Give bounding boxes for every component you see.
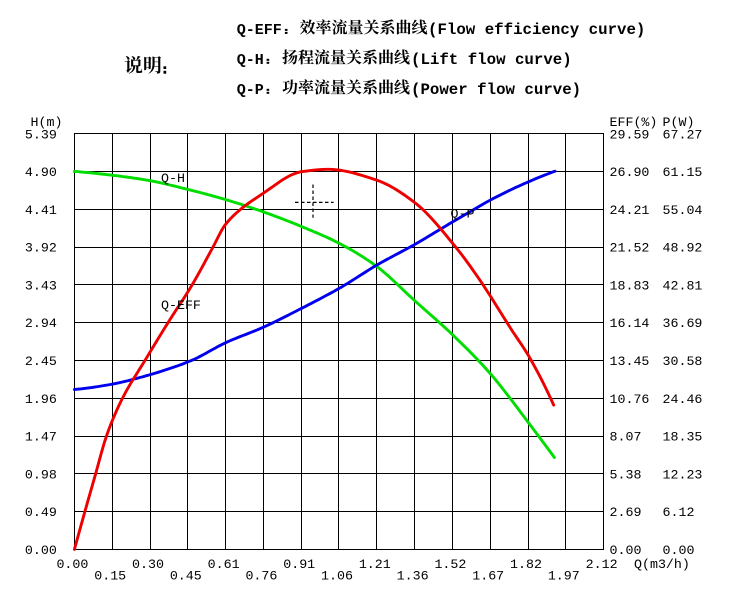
svg-text:24.46: 24.46 (663, 392, 703, 407)
svg-text:1.67: 1.67 (472, 568, 504, 583)
svg-text:EFF(%): EFF(%) (610, 115, 658, 130)
svg-text:1.21: 1.21 (359, 557, 391, 572)
svg-text:0.45: 0.45 (170, 568, 202, 583)
svg-text:Q(m3/h): Q(m3/h) (634, 557, 690, 572)
svg-text:5.38: 5.38 (610, 467, 642, 482)
svg-text:Q-EFF: Q-EFF (161, 298, 201, 313)
svg-text:48.92: 48.92 (663, 241, 703, 256)
svg-text:16.14: 16.14 (610, 316, 650, 331)
svg-text:8.07: 8.07 (610, 430, 642, 445)
svg-text:2.69: 2.69 (610, 505, 642, 520)
svg-text:13.45: 13.45 (610, 354, 650, 369)
svg-text:61.15: 61.15 (663, 165, 703, 180)
svg-text:1.47: 1.47 (25, 430, 57, 445)
svg-text:1.82: 1.82 (510, 557, 542, 572)
svg-text:0.49: 0.49 (25, 505, 57, 520)
svg-text:P(W): P(W) (663, 115, 695, 130)
svg-text:0.61: 0.61 (208, 557, 240, 572)
svg-text:2.94: 2.94 (25, 316, 57, 331)
svg-text:1.52: 1.52 (434, 557, 466, 572)
svg-text:0.30: 0.30 (132, 557, 164, 572)
svg-text:55.04: 55.04 (663, 203, 703, 218)
svg-text:0.91: 0.91 (283, 557, 315, 572)
svg-text:29.59: 29.59 (610, 127, 650, 142)
svg-text:0.00: 0.00 (25, 543, 57, 558)
svg-text:10.76: 10.76 (610, 392, 650, 407)
svg-text:24.21: 24.21 (610, 203, 650, 218)
svg-text:3.92: 3.92 (25, 241, 57, 256)
svg-text:42.81: 42.81 (663, 278, 703, 293)
svg-text:0.00: 0.00 (610, 543, 642, 558)
svg-text:12.23: 12.23 (663, 467, 703, 482)
svg-text:30.58: 30.58 (663, 354, 703, 369)
svg-text:67.27: 67.27 (663, 127, 703, 142)
svg-text:0.00: 0.00 (56, 557, 88, 572)
svg-text:5.39: 5.39 (25, 127, 57, 142)
svg-text:1.97: 1.97 (548, 568, 580, 583)
svg-text:1.96: 1.96 (25, 392, 57, 407)
svg-text:1.06: 1.06 (321, 568, 353, 583)
svg-text:Q-P: Q-P (451, 207, 475, 222)
svg-text:1.36: 1.36 (397, 568, 429, 583)
svg-text:18.35: 18.35 (663, 430, 703, 445)
svg-text:Q-EFF: Q-EFF (237, 22, 282, 39)
svg-text:4.90: 4.90 (25, 165, 57, 180)
svg-text:0.76: 0.76 (245, 568, 277, 583)
svg-text:(Lift flow curve): (Lift flow curve) (411, 51, 572, 69)
svg-text:Q-P: Q-P (237, 82, 264, 99)
svg-text:0.98: 0.98 (25, 467, 57, 482)
svg-text:4.41: 4.41 (25, 203, 57, 218)
svg-text:0.00: 0.00 (663, 543, 695, 558)
svg-text:Q-H: Q-H (237, 52, 264, 69)
svg-text:0.15: 0.15 (94, 568, 126, 583)
svg-text:18.83: 18.83 (610, 278, 650, 293)
svg-text:3.43: 3.43 (25, 278, 57, 293)
svg-text:26.90: 26.90 (610, 165, 650, 180)
svg-text:2.45: 2.45 (25, 354, 57, 369)
svg-text:(Flow efficiency curve): (Flow efficiency curve) (428, 21, 645, 39)
svg-text:36.69: 36.69 (663, 316, 703, 331)
svg-text:H(m): H(m) (31, 115, 63, 130)
svg-text:Q-H: Q-H (161, 171, 185, 186)
svg-text:(Power flow curve): (Power flow curve) (411, 81, 581, 99)
svg-text:6.12: 6.12 (663, 505, 695, 520)
svg-text:2.12: 2.12 (586, 557, 618, 572)
svg-text:21.52: 21.52 (610, 241, 650, 256)
